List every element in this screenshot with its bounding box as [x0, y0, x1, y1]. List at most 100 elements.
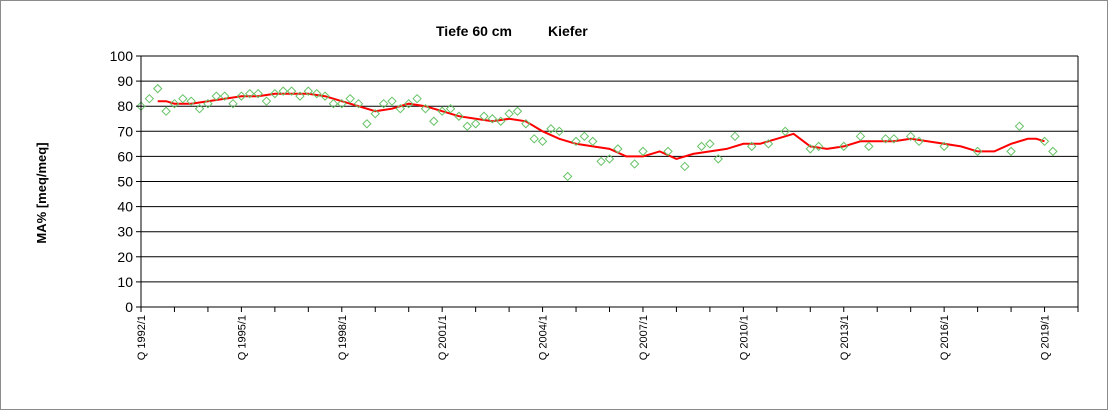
y-axis-label: MA% [meq/meq] — [34, 142, 49, 243]
data-point-21 — [311, 88, 322, 99]
data-point-64 — [713, 154, 723, 164]
data-point-19 — [295, 91, 305, 101]
data-point-65 — [730, 131, 740, 142]
x-tick-label-8: Q 2016/1 — [939, 315, 951, 360]
y-tick-label-20: 20 — [117, 249, 133, 265]
data-point-78 — [939, 141, 949, 152]
data-point-15 — [261, 96, 272, 106]
data-point-26 — [353, 98, 364, 109]
data-point-31 — [395, 104, 406, 114]
x-tick-label-2: Q 1998/1 — [337, 315, 349, 360]
data-point-71 — [839, 141, 849, 152]
data-point-14 — [253, 88, 263, 99]
data-point-13 — [245, 88, 255, 99]
data-point-20 — [303, 86, 314, 96]
data-point-60 — [663, 146, 673, 157]
data-point-76 — [905, 131, 916, 142]
data-point-69 — [805, 144, 815, 154]
data-point-48 — [537, 136, 548, 147]
trend-layer — [157, 92, 1045, 160]
data-point-54 — [588, 136, 598, 147]
y-tick-label-70: 70 — [117, 123, 133, 139]
data-point-37 — [445, 104, 456, 114]
data-point-73 — [864, 141, 874, 152]
data-point-57 — [613, 144, 623, 154]
y-tick-label-90: 90 — [117, 73, 133, 89]
x-tick-label-1: Q 1995/1 — [236, 315, 248, 360]
data-point-62 — [696, 141, 707, 152]
data-point-16 — [270, 88, 280, 99]
y-tick-label-50: 50 — [117, 174, 133, 190]
data-point-35 — [429, 116, 439, 126]
axis-layer: 0 10 20 30 40 50 60 70 80 90 100 Q 1992/1 Q 1995/1 Q … — [110, 48, 1079, 360]
data-point-22 — [320, 91, 330, 101]
data-point-77 — [914, 136, 924, 147]
data-point-2 — [153, 83, 163, 94]
data-point-4 — [169, 98, 180, 109]
data-point-83 — [1048, 146, 1058, 157]
data-point-72 — [855, 131, 866, 142]
data-point-40 — [470, 119, 481, 129]
x-tick-label-5: Q 2007/1 — [638, 315, 650, 360]
chart-title-species: Kiefer — [548, 23, 588, 39]
data-point-34 — [420, 104, 431, 114]
points-layer — [136, 83, 1058, 182]
x-tick-label-7: Q 2013/1 — [839, 315, 851, 360]
data-point-81 — [1014, 121, 1025, 131]
data-point-27 — [362, 119, 372, 129]
chart-title-depth: Tiefe 60 cm — [436, 23, 512, 39]
data-point-75 — [889, 134, 899, 144]
data-point-49 — [546, 124, 556, 134]
data-point-9 — [211, 91, 222, 101]
data-point-30 — [387, 96, 397, 106]
data-point-36 — [437, 106, 447, 116]
data-point-51 — [562, 171, 573, 182]
grid-layer — [141, 55, 1078, 283]
x-tick-label-9: Q 2019/1 — [1040, 315, 1052, 360]
y-tick-label-30: 30 — [117, 224, 133, 240]
y-tick-label-80: 80 — [117, 98, 133, 114]
data-point-66 — [747, 141, 757, 152]
data-point-42 — [487, 114, 498, 124]
data-point-74 — [880, 134, 891, 144]
data-point-70 — [813, 141, 824, 152]
x-tick-label-4: Q 2004/1 — [538, 315, 550, 360]
trend-line — [157, 92, 1045, 160]
data-point-10 — [219, 91, 230, 101]
data-point-44 — [504, 109, 514, 119]
data-point-5 — [178, 93, 188, 104]
data-point-56 — [604, 154, 615, 164]
y-tick-label-60: 60 — [117, 148, 133, 164]
x-tick-label-3: Q 2001/1 — [437, 315, 449, 360]
data-point-12 — [236, 91, 247, 101]
data-point-68 — [780, 126, 790, 137]
data-point-47 — [529, 134, 539, 144]
data-point-1 — [144, 93, 155, 104]
data-point-79 — [972, 146, 983, 157]
data-point-6 — [186, 96, 196, 106]
data-point-3 — [161, 106, 171, 116]
data-point-82 — [1039, 136, 1050, 147]
data-point-17 — [278, 86, 288, 96]
data-point-80 — [1006, 146, 1016, 157]
data-point-25 — [345, 93, 355, 104]
data-point-24 — [337, 98, 347, 109]
data-point-67 — [763, 139, 774, 149]
data-point-7 — [194, 104, 205, 114]
data-point-33 — [412, 93, 422, 104]
data-point-18 — [286, 86, 297, 96]
y-tick-label-0: 0 — [125, 299, 133, 315]
data-point-45 — [512, 106, 523, 116]
y-tick-label-100: 100 — [110, 48, 134, 64]
data-point-61 — [680, 161, 690, 172]
y-tick-label-10: 10 — [117, 274, 133, 290]
data-point-50 — [554, 126, 565, 137]
data-point-38 — [454, 111, 464, 121]
data-point-52 — [571, 136, 581, 147]
x-tick-label-0: Q 1992/1 — [136, 315, 148, 360]
data-point-39 — [462, 121, 472, 131]
data-point-41 — [479, 111, 489, 121]
data-point-32 — [404, 98, 414, 109]
